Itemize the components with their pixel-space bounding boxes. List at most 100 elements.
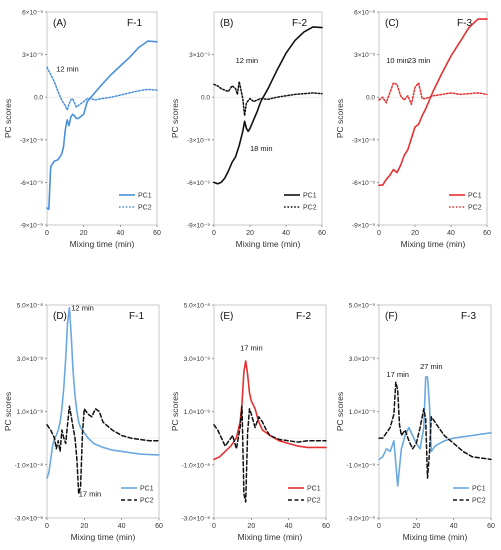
legend-label-pc1: PC1 — [138, 193, 152, 200]
x-tick-label: 60 — [153, 230, 161, 237]
panel-label: (C) — [385, 18, 399, 29]
y-tick-label: 1.0×10⁻⁸ — [17, 409, 43, 416]
x-axis-label: Mixing time (min) — [238, 532, 303, 542]
x-tick-label: 60 — [155, 523, 163, 530]
panel-label: (A) — [53, 18, 66, 29]
y-tick-label: -3.0×10⁻⁸ — [182, 516, 211, 523]
panel-title: F-2 — [296, 311, 311, 322]
y-tick-label: -9×10⁻⁹ — [352, 223, 375, 230]
y-tick-label: 3×10⁻⁹ — [354, 52, 375, 59]
annotation-label: 12 min — [71, 303, 94, 312]
x-tick-label: 20 — [411, 230, 419, 237]
legend: PC1 PC2 — [288, 486, 321, 505]
legend-label-pc2: PC2 — [138, 205, 152, 212]
chart-panel-6: 5.0×10⁻⁹ 3.0×10⁻⁹ 1.0×10⁻⁹ -1.0×10⁻⁹ -3.0×10… — [335, 303, 495, 543]
y-tick-label: 5.0×10⁻⁹ — [349, 303, 375, 310]
chart-panel-4: 5.0×10⁻⁸ 3.0×10⁻⁸ 1.0×10⁻⁸ -1.0×10⁻⁸ -3.0×10… — [3, 303, 163, 543]
series-line-pc1 — [46, 40, 158, 211]
x-tick-label: 0 — [212, 523, 216, 530]
x-axis-label: Mixing time (min) — [236, 239, 301, 249]
y-axis-label: PC scores — [3, 99, 13, 138]
annotation-label: 17 min — [79, 490, 102, 499]
series-line-pc2 — [46, 405, 160, 495]
annotation-label: 27 min — [420, 362, 443, 371]
y-tick-label: 3.0×10⁻⁹ — [349, 356, 375, 363]
chart-panel-1: 6×10⁻⁹ 3×10⁻⁹ 0.0 -3×10⁻⁹ -6×10⁻⁹ -9×10⁻⁹0 20 4… — [3, 10, 161, 250]
panel-label: (B) — [220, 18, 233, 29]
x-tick-label: 60 — [322, 523, 330, 530]
x-tick-label: 40 — [450, 523, 458, 530]
y-tick-label: -3×10⁻⁹ — [187, 137, 210, 144]
y-tick-label: 6×10⁻⁹ — [22, 10, 43, 17]
plot-frame — [46, 11, 158, 226]
y-tick-label: -3×10⁻⁹ — [20, 137, 43, 144]
legend-label-pc1: PC1 — [468, 193, 482, 200]
y-tick-label: -6×10⁻⁹ — [352, 180, 375, 187]
legend-label-pc1: PC1 — [303, 193, 317, 200]
y-tick-label: -9×10⁻⁹ — [187, 223, 210, 230]
x-tick-label: 60 — [318, 230, 326, 237]
y-tick-label: 1.0×10⁻⁸ — [184, 409, 210, 416]
series-line-pc2 — [378, 82, 488, 106]
y-tick-label: 0.0 — [34, 95, 43, 102]
chart-panel-5: 5.0×10⁻⁸ 3.0×10⁻⁸ 1.0×10⁻⁸ -1.0×10⁻⁸ -3.0×10… — [170, 303, 330, 543]
y-tick-label: -1.0×10⁻⁸ — [15, 462, 44, 469]
y-tick-label: 3×10⁻⁹ — [22, 52, 43, 59]
x-tick-label: 0 — [377, 230, 381, 237]
y-tick-label: 1.0×10⁻⁹ — [349, 409, 375, 416]
legend: PC1 PC2 — [119, 193, 152, 212]
plot-frame — [378, 11, 488, 226]
legend-label-pc2: PC2 — [307, 498, 321, 505]
x-axis-label: Mixing time (min) — [70, 239, 135, 249]
annotation-label: 10 min — [386, 56, 409, 65]
x-tick-label: 0 — [377, 523, 381, 530]
x-tick-label: 0 — [45, 523, 49, 530]
annotation-label: 12 min — [56, 65, 79, 74]
panel-title: F-1 — [127, 18, 142, 29]
legend: PC1 PC2 — [284, 193, 317, 212]
legend: PC1 PC2 — [453, 486, 486, 505]
annotation-label: 18 min — [250, 144, 273, 153]
x-tick-label: 20 — [412, 523, 420, 530]
y-axis-label: PC scores — [170, 392, 180, 431]
y-tick-label: -9×10⁻⁹ — [20, 223, 43, 230]
y-tick-label: -6×10⁻⁹ — [187, 180, 210, 187]
y-axis-label: PC scores — [335, 99, 345, 138]
x-axis-label: Mixing time (min) — [71, 532, 136, 542]
y-tick-label: -3×10⁻⁹ — [352, 137, 375, 144]
legend-label-pc2: PC2 — [303, 205, 317, 212]
x-axis-label: Mixing time (min) — [403, 532, 468, 542]
y-tick-label: 0.0 — [366, 95, 375, 102]
panel-label: (D) — [53, 311, 67, 322]
x-tick-label: 40 — [285, 523, 293, 530]
series-line-pc1 — [378, 376, 492, 487]
x-tick-label: 0 — [45, 230, 49, 237]
panel-title: F-3 — [461, 311, 476, 322]
series-line-pc2 — [46, 66, 158, 111]
x-tick-label: 60 — [487, 523, 495, 530]
legend: PC1 PC2 — [121, 486, 154, 505]
y-tick-label: -1.0×10⁻⁹ — [347, 462, 376, 469]
legend-label-pc2: PC2 — [472, 498, 486, 505]
panel-label: (E) — [220, 311, 233, 322]
y-tick-label: 5.0×10⁻⁸ — [17, 303, 43, 310]
panel-label: (F) — [385, 311, 398, 322]
series-line-pc2 — [213, 405, 327, 503]
y-tick-label: 3×10⁻⁹ — [189, 52, 210, 59]
x-tick-label: 0 — [212, 230, 216, 237]
chart-panel-2: 3×10⁻⁹ 0.0 -3×10⁻⁹ -6×10⁻⁹ -9×10⁻⁹0 20 40 60 Mix… — [170, 11, 326, 249]
y-tick-label: 3.0×10⁻⁸ — [17, 356, 43, 363]
panel-title: F-1 — [129, 311, 144, 322]
annotation-label: 12 min — [236, 56, 259, 65]
x-tick-label: 40 — [116, 230, 124, 237]
annotation-label: 17 min — [240, 343, 263, 352]
annotation-label: 23 min — [408, 56, 431, 65]
x-tick-label: 20 — [80, 230, 88, 237]
x-tick-label: 20 — [80, 523, 88, 530]
x-tick-label: 40 — [118, 523, 126, 530]
y-tick-label: 6×10⁻⁹ — [354, 10, 375, 17]
x-tick-label: 40 — [447, 230, 455, 237]
x-tick-label: 40 — [282, 230, 290, 237]
chart-panel-3: 6×10⁻⁹ 3×10⁻⁹ 0.0 -3×10⁻⁹ -6×10⁻⁹ -9×10⁻⁹0 20 4… — [335, 10, 491, 250]
